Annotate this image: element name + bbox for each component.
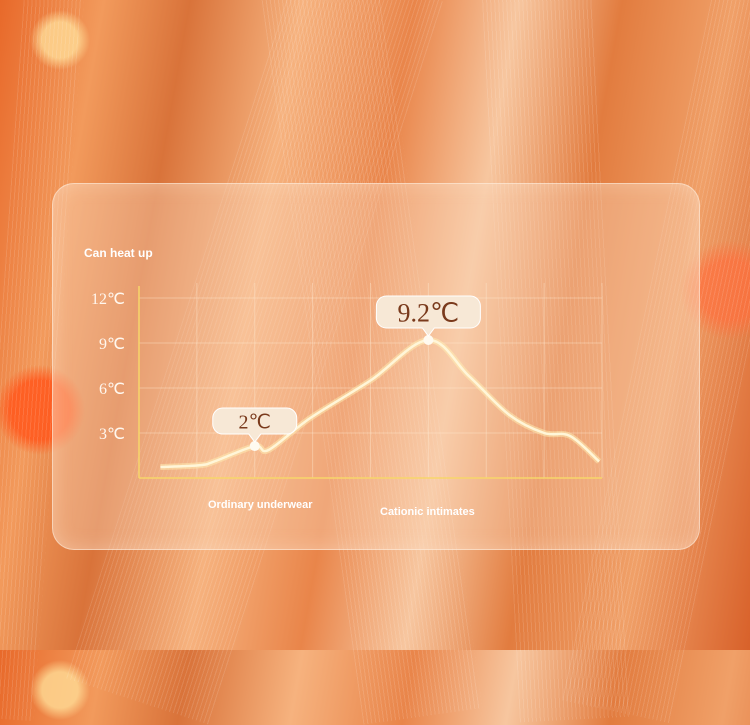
y-tick-label: 3℃: [99, 426, 125, 443]
value-callout: [212, 407, 298, 443]
x-label-ordinary: Ordinary underwear: [208, 499, 313, 511]
series-line: [160, 338, 600, 469]
series-line-glow: [160, 337, 602, 471]
line-chart: 3℃ 6℃ 9℃ 12℃ 2℃ 9.2℃: [91, 283, 603, 479]
data-point-marker: [249, 441, 260, 452]
value-callout-label: 2℃: [239, 411, 271, 433]
chart-card: [52, 183, 700, 550]
y-tick-label: 12℃: [91, 291, 125, 308]
y-tick-label: 9℃: [99, 336, 125, 353]
y-tick-label: 6℃: [99, 381, 125, 398]
x-label-cationic: Cationic intimates: [380, 506, 475, 518]
data-point-marker: [423, 335, 434, 345]
value-callout-label: 9.2℃: [398, 298, 460, 327]
value-callout: [375, 295, 481, 337]
chart-title: Can heat up: [84, 246, 153, 260]
